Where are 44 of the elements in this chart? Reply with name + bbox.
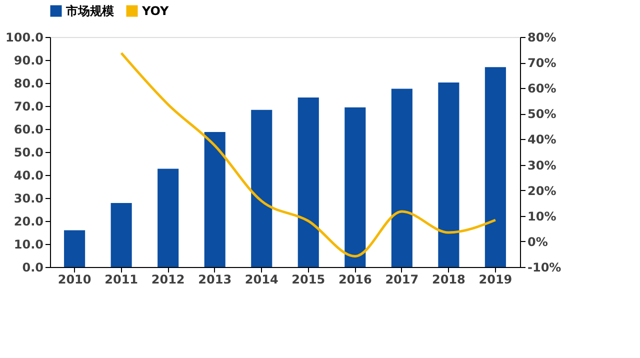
y2-tick-label: 20% [528,184,556,198]
y-tick-label: 40.0 [14,168,44,182]
y-tick-label: 0.0 [22,260,44,274]
bar [204,132,226,267]
bar [484,67,506,267]
y2-tick-label: 10% [528,209,556,224]
bar [391,88,412,267]
bar [64,230,86,267]
y-tick-label: 30.0 [14,192,44,206]
y2-tick-label: 50% [528,107,556,122]
x-tick-label: 2019 [478,272,512,286]
y2-tick-label: 0% [528,234,548,249]
bar [438,82,460,267]
y-tick-label: 50.0 [14,146,44,160]
legend-label: 市场规模 [65,4,114,18]
y2-tick-label: 40% [528,132,556,147]
x-tick-label: 2018 [432,272,466,286]
y-tick-label: 90.0 [14,54,44,68]
y-tick-label: 70.0 [14,100,44,114]
x-tick-label: 2011 [104,272,138,286]
y-tick-label: 80.0 [14,76,44,90]
x-tick-label: 2010 [58,272,92,286]
y-tick-label: 100.0 [6,30,44,44]
bar [110,203,132,267]
bar [251,110,272,267]
bar [344,107,366,267]
x-tick-label: 2014 [244,272,278,286]
y-tick-label: 60.0 [14,122,44,136]
y-tick-label: 10.0 [14,238,44,252]
x-tick-label: 2015 [292,272,326,286]
y2-tick-label: 60% [528,82,556,96]
y2-tick-label: -10% [528,260,562,274]
bar [298,97,319,267]
y-tick-label: 20.0 [14,214,44,228]
y2-tick-label: 70% [528,56,556,70]
bar [158,168,179,267]
y2-tick-label: 80% [528,30,556,44]
y2-tick-label: 30% [528,158,556,172]
x-tick-label: 2017 [385,272,419,286]
x-tick-label: 2012 [151,272,185,286]
line-series [120,52,497,258]
legend-label: YOY [141,4,170,18]
x-tick-label: 2013 [198,272,232,286]
x-tick-label: 2016 [338,272,372,286]
